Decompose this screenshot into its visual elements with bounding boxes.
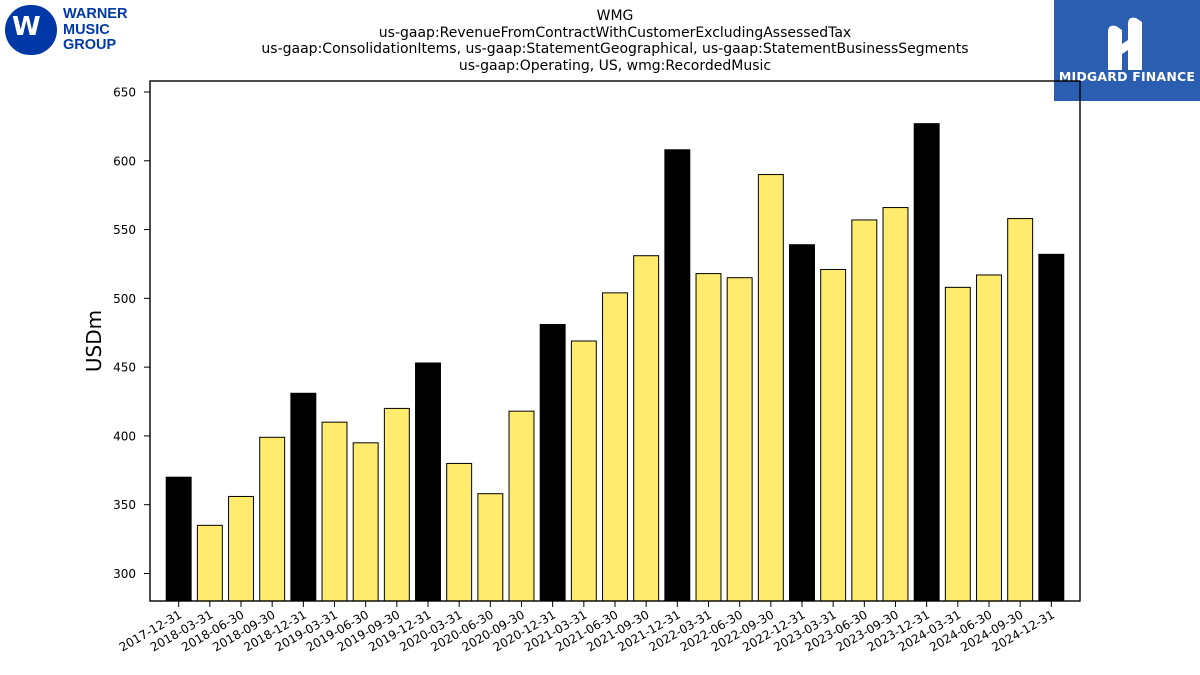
wmg-wordmark: WARNER MUSIC GROUP bbox=[63, 6, 128, 54]
bar-2020-03-31 bbox=[446, 462, 473, 602]
plot-frame bbox=[149, 80, 1081, 602]
wmg-wordmark-line-2: MUSIC bbox=[63, 21, 110, 38]
chart-title-line-3: us-gaap:ConsolidationItems, us-gaap:Stat… bbox=[261, 41, 969, 57]
bar-2021-12-31 bbox=[664, 149, 691, 602]
bar-2022-03-31 bbox=[695, 273, 722, 602]
chart-title-line-1: WMG bbox=[596, 8, 634, 24]
warner-music-group-logo: W WARNER MUSIC GROUP bbox=[5, 5, 135, 55]
bar-2024-03-31 bbox=[944, 286, 971, 602]
midgard-finance-name: MIDGARD FINANCE bbox=[1058, 69, 1196, 84]
wmg-wordmark-line-3: GROUP bbox=[63, 37, 117, 53]
bar-2018-06-30 bbox=[228, 495, 254, 602]
midgard-finance-logo: MIDGARD FINANCE bbox=[1054, 0, 1200, 101]
bar-2022-06-30 bbox=[726, 277, 753, 602]
bar-2018-03-31 bbox=[196, 524, 223, 602]
bar-2018-12-31 bbox=[290, 392, 317, 602]
bar-2017-12-31 bbox=[165, 476, 192, 602]
bar-2023-12-31 bbox=[913, 123, 940, 602]
bar-2019-03-31 bbox=[321, 421, 348, 602]
wmg-wordmark-line-1: WARNER bbox=[63, 6, 128, 22]
bar-2024-12-31 bbox=[1038, 253, 1065, 602]
bar-2022-12-31 bbox=[789, 244, 815, 602]
y-tick-label: 500 bbox=[113, 292, 136, 306]
y-tick-label: 550 bbox=[113, 223, 136, 237]
bar-2018-09-30 bbox=[259, 436, 286, 602]
bar-2021-06-30 bbox=[602, 292, 628, 602]
bar-2022-09-30 bbox=[757, 174, 784, 602]
bar-2020-09-30 bbox=[508, 410, 535, 602]
bar-2021-09-30 bbox=[633, 255, 660, 602]
bar-2023-06-30 bbox=[851, 219, 878, 602]
y-axis-label: USDm bbox=[82, 310, 106, 372]
midgard-mark-icon bbox=[1108, 17, 1142, 71]
y-tick-label: 600 bbox=[113, 154, 136, 168]
bar-2020-06-30 bbox=[477, 493, 504, 602]
y-tick-label: 650 bbox=[113, 86, 136, 100]
bar-2019-09-30 bbox=[383, 407, 410, 602]
chart-title-line-2: us-gaap:RevenueFromContractWithCustomerE… bbox=[378, 24, 852, 41]
chart-title: WMG us-gaap:RevenueFromContractWithCusto… bbox=[150, 8, 1080, 74]
bar-2024-06-30 bbox=[976, 274, 1002, 602]
y-tick-label: 400 bbox=[113, 429, 136, 443]
bar-2023-09-30 bbox=[882, 207, 909, 602]
y-tick-label: 350 bbox=[113, 498, 136, 512]
bar-2019-12-31 bbox=[415, 362, 441, 602]
bar-2021-03-31 bbox=[570, 340, 597, 602]
bar-2019-06-30 bbox=[352, 442, 379, 602]
y-tick-label: 450 bbox=[113, 361, 136, 375]
y-axis-ticks: 300 350 400 450 500 550 600 650 bbox=[113, 86, 150, 581]
x-axis-ticks: 2017-12-312018-03-312018-06-302018-09-30… bbox=[117, 601, 1057, 654]
bar-2024-09-30 bbox=[1007, 218, 1034, 602]
y-tick-label: 300 bbox=[113, 567, 136, 581]
bars-group bbox=[165, 123, 1065, 602]
bar-2023-03-31 bbox=[820, 268, 847, 602]
wmg-badge-icon: W bbox=[5, 5, 57, 55]
bar-2020-12-31 bbox=[539, 323, 566, 602]
chart-title-line-4: us-gaap:Operating, US, wmg:RecordedMusic bbox=[458, 57, 772, 74]
